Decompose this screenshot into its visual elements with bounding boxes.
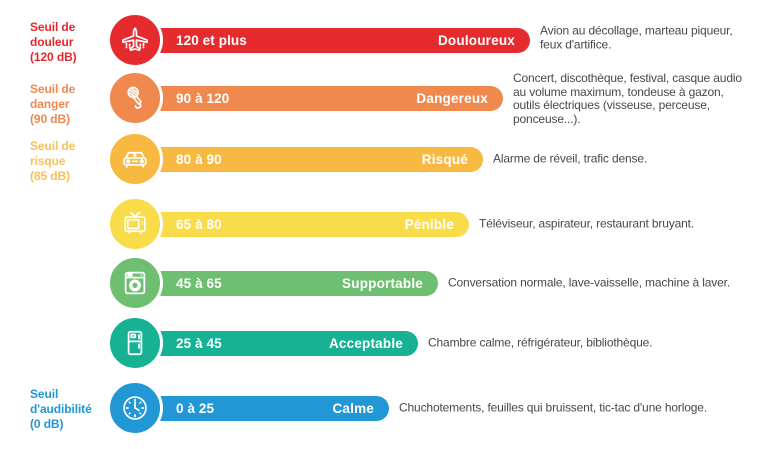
noise-bar-douloureux: 120 et plus Douloureux: [158, 28, 530, 53]
range-label: 65 à 80: [176, 217, 222, 232]
range-label: 80 à 90: [176, 152, 222, 167]
threshold-label-risque: Seuil de risque (85 dB): [30, 139, 76, 183]
category-label: Douloureux: [437, 33, 515, 48]
description-text: Alarme de réveil, trafic dense.: [493, 151, 648, 166]
washing-machine-icon: [107, 255, 163, 311]
microphone-icon: [107, 70, 163, 126]
noise-bar-penible: 65 à 80 Pénible: [158, 212, 469, 237]
noise-bar-risque: 80 à 90 Risqué: [158, 147, 483, 172]
category-label: Acceptable: [328, 336, 403, 351]
noise-bar-dangereux: 90 à 120 Dangereux: [158, 86, 503, 111]
range-label: 120 et plus: [176, 33, 247, 48]
car-icon: [107, 131, 163, 187]
noise-bar-calme: 0 à 25 Calme: [158, 396, 389, 421]
range-label: 25 à 45: [176, 336, 222, 351]
threshold-label-audibilite: Seuil d'audibilité (0 dB): [30, 387, 92, 431]
description-text: Conversation normale, lave-vaisselle, ma…: [448, 275, 731, 290]
clock-icon: [107, 380, 163, 436]
tv-icon: [107, 196, 163, 252]
category-label: Risqué: [421, 152, 468, 167]
description-text: Concert, discothèque, festival, casque a…: [513, 71, 742, 126]
description-text: Avion au décollage, marteau piqueur, feu…: [540, 23, 733, 51]
category-label: Dangereux: [416, 91, 488, 106]
range-label: 90 à 120: [176, 91, 230, 106]
airplane-icon: [107, 12, 163, 68]
category-label: Supportable: [342, 276, 423, 291]
range-label: 0 à 25: [176, 401, 215, 416]
description-text: Chambre calme, réfrigérateur, bibliothèq…: [428, 335, 653, 350]
fridge-icon: [107, 315, 163, 371]
category-label: Calme: [332, 401, 374, 416]
category-label: Pénible: [404, 217, 454, 232]
threshold-label-danger: Seuil de danger (90 dB): [30, 82, 76, 126]
noise-bar-supportable: 45 à 65 Supportable: [158, 271, 438, 296]
description-text: Téléviseur, aspirateur, restaurant bruya…: [479, 216, 694, 231]
range-label: 45 à 65: [176, 276, 222, 291]
description-text: Chuchotements, feuilles qui bruissent, t…: [399, 400, 707, 415]
threshold-label-douleur: Seuil de douleur (120 dB): [30, 20, 77, 64]
noise-bar-acceptable: 25 à 45 Acceptable: [158, 331, 418, 356]
